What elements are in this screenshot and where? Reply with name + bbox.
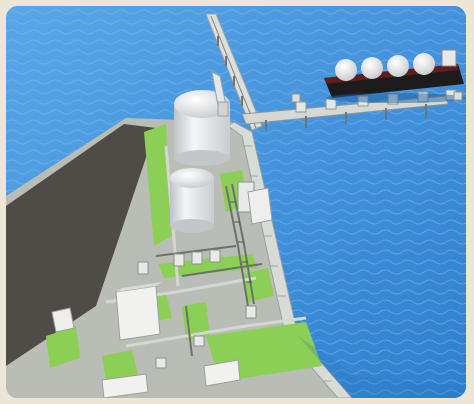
pipe-racks bbox=[155, 183, 263, 357]
lng-terminal-illustration bbox=[6, 6, 466, 398]
jetty-trestle bbox=[205, 13, 263, 131]
buildings bbox=[51, 187, 273, 398]
grass-areas bbox=[46, 124, 322, 382]
dark-land bbox=[6, 124, 156, 366]
lng-tank-small bbox=[170, 168, 214, 233]
mooring-dolphins bbox=[291, 91, 463, 103]
lng-tank-large bbox=[174, 71, 230, 166]
photo-frame bbox=[6, 6, 466, 398]
lng-carrier-ship bbox=[324, 49, 466, 103]
